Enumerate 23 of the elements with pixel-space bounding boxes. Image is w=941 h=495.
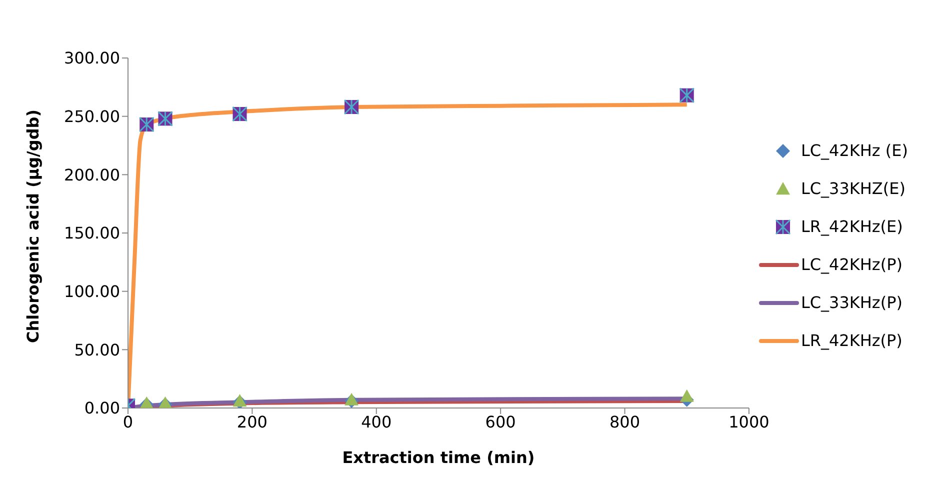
y-tick-label: 300.00 [64, 48, 120, 68]
x-axis-title: Extraction time (min) [342, 448, 535, 467]
y-tick-label: 150.00 [64, 224, 120, 243]
x-tick-label: 600 [485, 412, 516, 432]
legend-label: LC_33KHZ(E) [800, 179, 906, 198]
x-tick-label: 0 [122, 412, 134, 432]
legend-label: LR_42KHz(P) [800, 331, 902, 350]
legend-label: LC_42KHz(P) [800, 255, 902, 274]
y-axis-title: Chlorogenic acid (µg/gdb) [24, 109, 43, 343]
x-tick-label: 800 [609, 412, 640, 432]
y-tick-label: 250.00 [64, 107, 120, 126]
point [344, 392, 359, 406]
point [680, 389, 694, 402]
legend-label: LC_42KHz (E) [800, 141, 908, 160]
legend-label: LC_33KHz(P) [800, 293, 902, 312]
legend-label: LR_42KHz(E) [800, 217, 903, 236]
x-tick-label: 1000 [728, 412, 770, 432]
y-tick-label: 50.00 [74, 340, 120, 360]
y-tick-label: 0.00 [84, 398, 120, 418]
x-tick-label: 200 [236, 412, 268, 432]
x-tick-label: 400 [361, 412, 392, 432]
y-tick-label: 100.00 [64, 282, 120, 302]
y-tick-label: 200.00 [64, 165, 120, 184]
